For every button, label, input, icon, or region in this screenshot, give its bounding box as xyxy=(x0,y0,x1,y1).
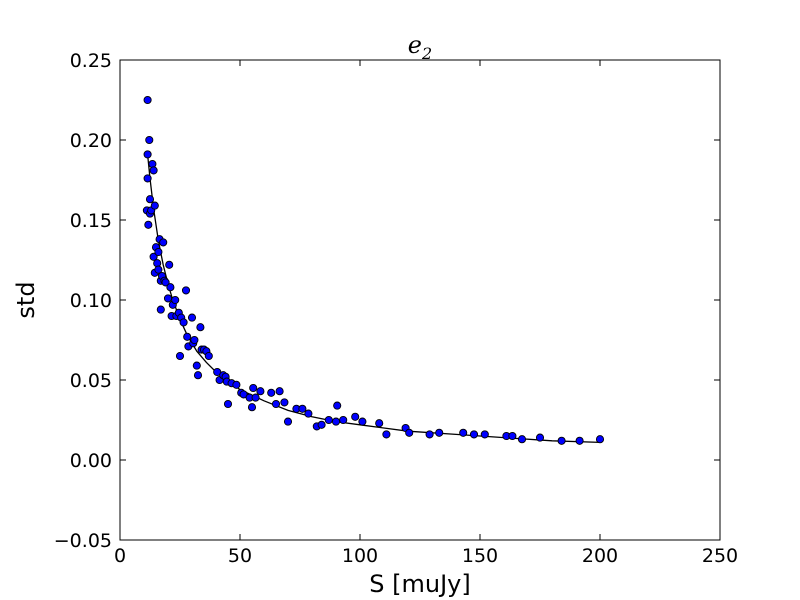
data-point xyxy=(480,430,489,439)
data-point xyxy=(251,393,260,402)
data-point xyxy=(275,387,284,396)
plot-area xyxy=(120,60,720,540)
data-point xyxy=(271,399,281,409)
scatter-points-layer xyxy=(142,95,605,445)
data-point xyxy=(175,351,185,361)
data-point xyxy=(283,417,293,426)
data-point xyxy=(154,247,163,257)
data-point xyxy=(144,220,153,229)
data-point xyxy=(351,412,360,421)
data-point xyxy=(150,201,159,210)
data-point xyxy=(425,430,434,439)
x-tick-label: 200 xyxy=(582,545,618,567)
y-tick-label: 0.10 xyxy=(70,290,112,312)
data-point xyxy=(143,150,152,159)
data-point xyxy=(324,415,333,425)
data-point xyxy=(193,371,203,380)
data-point xyxy=(358,417,367,426)
y-tick-label: 0.25 xyxy=(70,50,112,72)
y-tick-label: 0.00 xyxy=(70,450,112,472)
data-point xyxy=(161,278,170,287)
y-tick-label: 0.20 xyxy=(70,130,112,152)
data-point xyxy=(149,252,158,261)
data-point xyxy=(333,401,342,410)
data-point xyxy=(405,428,414,437)
data-point xyxy=(375,419,384,428)
data-point xyxy=(304,409,313,418)
x-tick-label: 150 xyxy=(462,545,498,567)
data-point xyxy=(256,387,265,396)
data-point xyxy=(145,135,154,145)
data-point xyxy=(575,436,584,445)
data-point xyxy=(557,436,566,445)
x-tick-label: 0 xyxy=(114,545,126,567)
data-point xyxy=(595,435,605,444)
data-point xyxy=(196,323,205,332)
data-point xyxy=(298,404,307,413)
y-tick-label: 0.05 xyxy=(70,370,112,392)
data-point xyxy=(190,335,199,345)
data-point xyxy=(317,420,326,429)
data-point xyxy=(149,166,158,175)
data-point xyxy=(331,417,341,426)
data-point xyxy=(187,313,197,322)
data-point xyxy=(508,431,517,441)
data-point xyxy=(469,430,479,439)
data-point xyxy=(204,351,213,361)
data-point xyxy=(163,294,173,303)
x-tick-label: 250 xyxy=(702,545,738,567)
axis-ticks-layer: 0 50 100 150 200 250 −0.05 0.00 0.05 0.10 0.15 0.20… xyxy=(54,50,738,567)
data-point xyxy=(156,305,165,314)
data-point xyxy=(153,259,162,268)
y-tick-label: −0.05 xyxy=(54,530,112,552)
x-tick-label: 100 xyxy=(342,545,378,567)
data-point xyxy=(382,430,391,439)
data-point xyxy=(339,415,348,425)
data-point xyxy=(181,286,191,295)
data-point xyxy=(166,283,175,292)
data-point xyxy=(535,433,545,442)
data-point xyxy=(148,159,157,169)
data-point xyxy=(192,361,201,370)
data-point xyxy=(154,265,163,274)
data-point xyxy=(232,380,241,389)
y-axis-label: std xyxy=(12,281,40,318)
y-tick-label: 0.15 xyxy=(70,210,112,232)
chart-title: e2 xyxy=(408,31,432,63)
data-point xyxy=(179,318,188,327)
data-point xyxy=(143,95,152,105)
data-point xyxy=(183,332,192,341)
x-axis-label: S [muJy] xyxy=(369,570,470,598)
data-point xyxy=(459,428,468,437)
data-point xyxy=(223,399,233,409)
data-point xyxy=(517,435,527,444)
x-tick-label: 50 xyxy=(228,545,252,567)
data-point xyxy=(159,238,168,247)
data-point xyxy=(435,428,444,437)
data-point xyxy=(267,388,276,397)
chart-title-subscript: 2 xyxy=(421,44,432,63)
data-point xyxy=(280,398,289,407)
data-point xyxy=(171,295,180,305)
data-point xyxy=(165,260,174,269)
chart-title-main: e xyxy=(408,31,422,59)
data-point xyxy=(143,174,152,183)
data-point xyxy=(249,383,258,393)
data-point xyxy=(145,195,155,204)
data-point xyxy=(247,403,257,412)
